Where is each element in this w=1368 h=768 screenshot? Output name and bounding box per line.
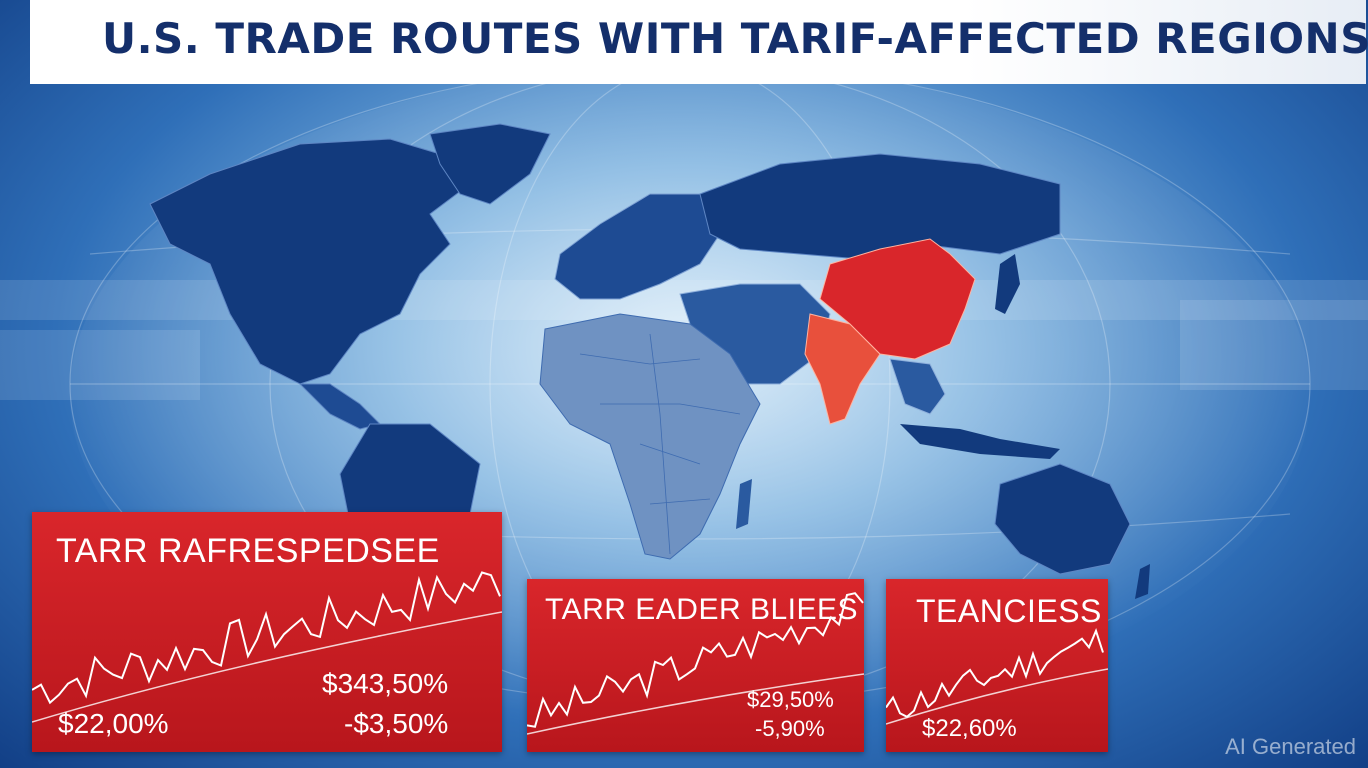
australia [994,463,1131,575]
madagascar [736,479,752,529]
watermark: AI Generated [1225,734,1356,759]
panel-value-right-2: -$3,50% [344,708,449,739]
tariff-panel-3: TEANCIESS $22,60% [886,579,1108,752]
africa [539,313,761,560]
panel-sparkline [527,592,864,735]
panel-sparkline [886,628,1108,725]
tariff-panel-1: TARR RAFRESPEDSEE $22,00% $343,50% -$3,5… [32,512,502,752]
china [819,238,976,360]
russia [699,153,1061,260]
europe [554,193,721,300]
new-zealand [1135,564,1150,599]
panel-value-right-2: -5,90% [755,716,825,741]
indonesia [900,424,1060,459]
panel-value-right-1: $343,50% [322,668,449,699]
north-america [149,138,471,385]
panel-title: TEANCIESS [916,593,1102,629]
panel-value-left: $22,00% [58,708,169,739]
panel-value-right-1: $29,50% [747,687,834,712]
panel-title: TARR EADER BLIEES [545,593,859,626]
trend-line [527,673,864,735]
panel-sparkline [32,571,502,723]
africa-borders [579,333,741,555]
title-bar: U.S. TRADE ROUTES WITH TARIF-AFFECTED RE… [30,0,1368,84]
tariff-panel-2: TARR EADER BLIEES $29,50% -5,90% [527,579,864,752]
panel-value-left: $22,60% [922,715,1017,742]
southeast-asia [889,358,946,415]
page-title: U.S. TRADE ROUTES WITH TARIF-AFFECTED RE… [102,14,1368,63]
japan [995,254,1020,314]
panel-title: TARR RAFRESPEDSEE [56,532,440,570]
trend-line [886,668,1108,725]
trend-line [32,611,502,723]
greenland [429,123,551,205]
